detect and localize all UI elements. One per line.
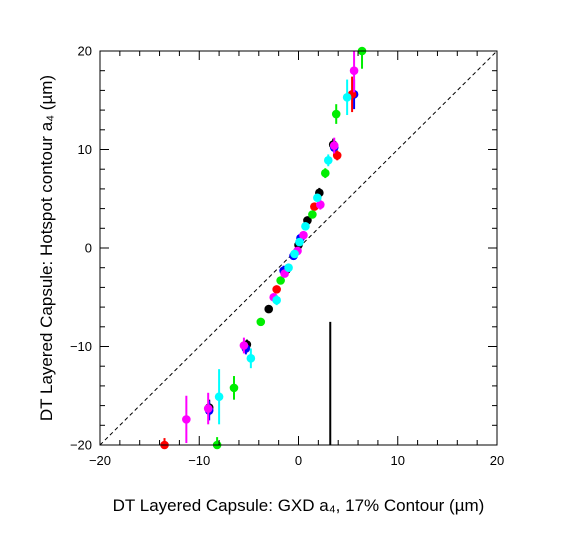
data-point [214, 392, 224, 402]
y-tick-label: −10 [70, 339, 92, 354]
x-tick-label: −20 [89, 453, 111, 468]
data-point [203, 404, 213, 413]
data-point [272, 285, 281, 294]
ticks-group [99, 50, 498, 446]
data-point [239, 341, 249, 350]
x-axis-title: DT Layered Capsule: GXD a₄, 17% Contour … [113, 496, 485, 515]
x-tick-label: 0 [295, 453, 302, 468]
y-tick-label: 0 [85, 241, 92, 256]
data-point [331, 109, 341, 119]
data-point [313, 193, 322, 203]
y-tick-label: −20 [70, 438, 92, 453]
reference-line-group [99, 50, 498, 446]
data-point [295, 237, 304, 247]
tick-labels-group: −20 −10 0 10 20 −20 −10 0 10 20 [70, 44, 504, 469]
data-point [246, 354, 256, 363]
y-tick-label: 10 [78, 142, 92, 157]
data-point [323, 156, 333, 165]
data-point [276, 276, 285, 285]
data-point [299, 230, 308, 240]
x-tick-label: 10 [391, 453, 405, 468]
data-point [316, 200, 325, 209]
data-point [182, 415, 191, 424]
y-tick-label: 20 [78, 44, 92, 59]
reference-line [99, 50, 498, 446]
data-point [272, 295, 281, 305]
data-point [329, 141, 339, 150]
data-points-group [160, 46, 367, 450]
data-point [301, 222, 310, 231]
data-point [284, 263, 293, 273]
data-point [349, 66, 359, 75]
x-tick-label: −10 [188, 453, 210, 468]
y-axis-title: DT Layered Capsule: Hotspot contour a₄ (… [37, 75, 56, 421]
data-point [320, 168, 330, 178]
data-point [256, 317, 266, 327]
data-point [290, 249, 299, 259]
data-point [264, 304, 274, 314]
data-point [308, 210, 317, 219]
x-tick-label: 20 [490, 453, 504, 468]
data-point [229, 383, 239, 393]
data-point [342, 92, 352, 102]
